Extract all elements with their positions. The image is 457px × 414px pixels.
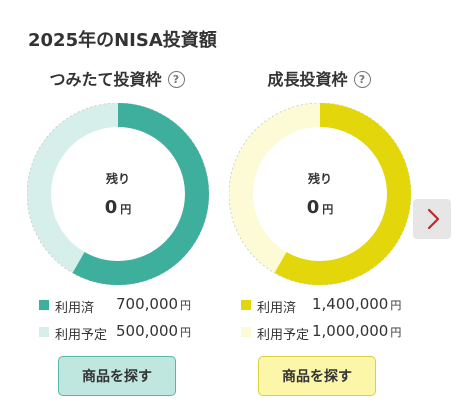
- remaining-amount: 0: [306, 197, 320, 218]
- chevron-right-icon: [427, 208, 440, 230]
- legend-used-label: 利用済: [257, 301, 297, 316]
- legend-planned-amount-value: 1,000,000: [312, 322, 389, 340]
- legend-planned-currency: 円: [180, 326, 192, 339]
- legend-planned-amount: 1,000,000 円: [312, 322, 401, 340]
- remaining-currency: 円: [322, 203, 334, 216]
- panel-title-text: 成長投資枠: [267, 70, 348, 89]
- panel-title: つみたて投資枠?: [22, 66, 212, 90]
- legend-used-currency: 円: [180, 299, 192, 312]
- remaining-label: 残り: [105, 172, 130, 186]
- legend-used-currency: 円: [390, 299, 402, 312]
- legend-planned-label: 利用予定: [55, 328, 108, 343]
- legend-planned-currency: 円: [390, 326, 402, 339]
- legend-planned-amount: 500,000 円: [116, 322, 191, 340]
- donut-used-arc: [229, 103, 411, 285]
- legend-used-amount: 700,000 円: [116, 295, 191, 313]
- remaining-amount: 0: [104, 197, 118, 218]
- question-circle-icon[interactable]: ?: [167, 71, 185, 88]
- legend-planned-swatch: [241, 327, 251, 337]
- legend-planned-amount-value: 500,000: [116, 322, 179, 340]
- donut-chart: [229, 103, 411, 285]
- panel-title: 成長投資枠?: [224, 66, 414, 90]
- donut-used-arc: [27, 103, 209, 285]
- search-products-button[interactable]: 商品を探す: [58, 356, 176, 396]
- legend-used-swatch: [241, 300, 251, 310]
- remaining-label: 残り: [307, 172, 332, 186]
- search-products-button[interactable]: 商品を探す: [258, 356, 376, 396]
- legend-planned-label: 利用予定: [257, 328, 310, 343]
- donut-chart: [27, 103, 209, 285]
- legend-used-amount: 1,400,000 円: [312, 295, 401, 313]
- panel-title-text: つみたて投資枠: [49, 70, 162, 89]
- chevron-right-stroke: [427, 208, 440, 230]
- legend-used-swatch: [39, 300, 49, 310]
- legend-used-label: 利用済: [55, 301, 95, 316]
- legend-used-amount-value: 700,000: [116, 295, 179, 313]
- next-button[interactable]: [413, 199, 451, 239]
- page-title: 2025年のNISA投資額: [28, 30, 217, 51]
- legend-planned-swatch: [39, 327, 49, 337]
- question-circle-icon[interactable]: ?: [353, 71, 371, 88]
- legend-used-amount-value: 1,400,000: [312, 295, 389, 313]
- remaining-currency: 円: [120, 203, 132, 216]
